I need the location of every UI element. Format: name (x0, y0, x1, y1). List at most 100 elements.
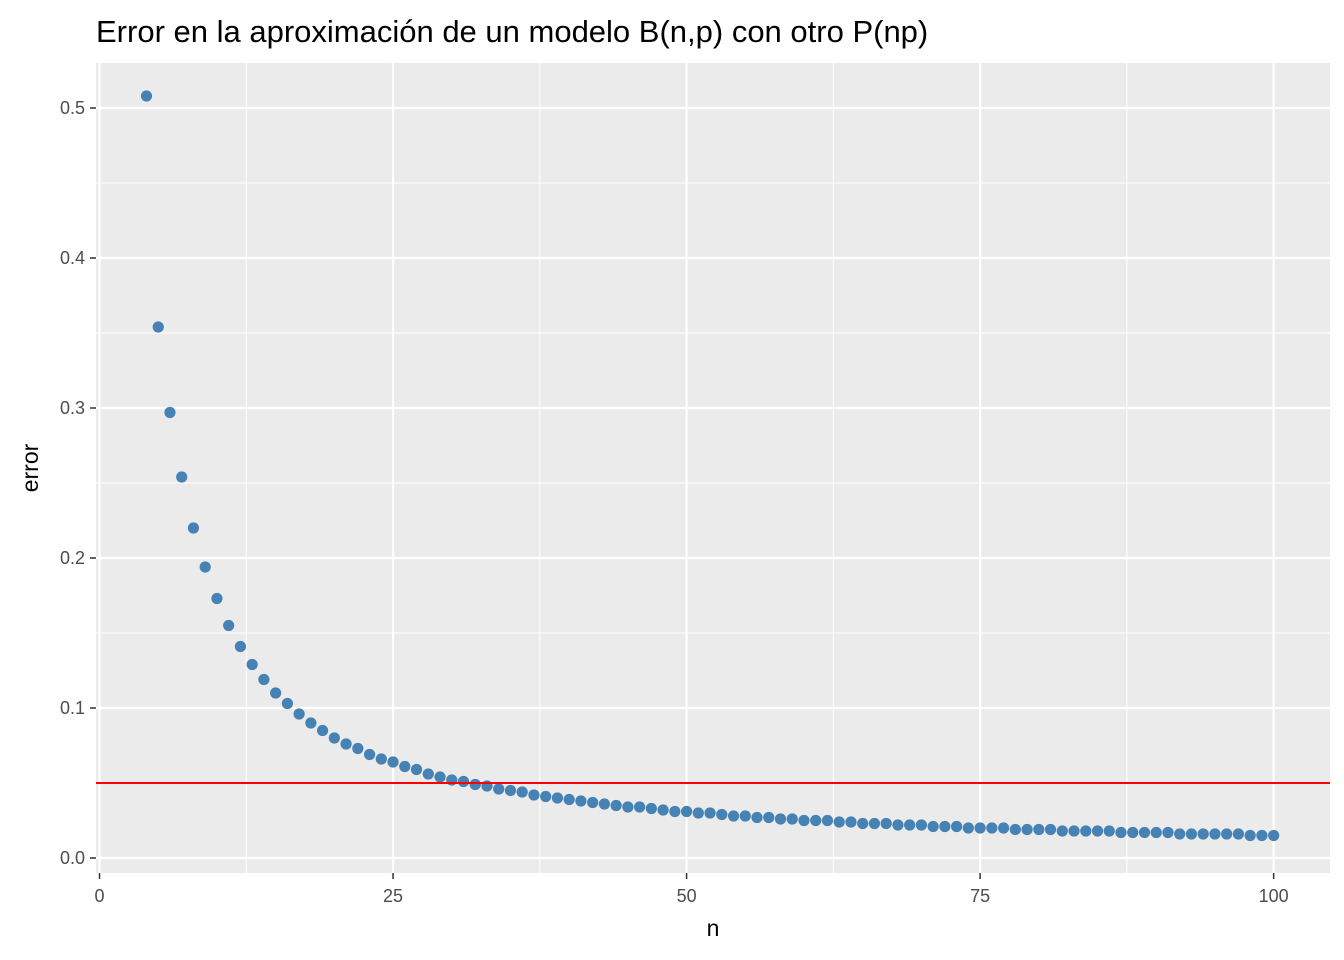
data-point (387, 756, 399, 768)
data-point (270, 687, 282, 699)
data-point (939, 820, 951, 833)
data-point (1174, 828, 1186, 840)
data-point (1232, 828, 1245, 840)
x-tick-label: 75 (970, 886, 990, 906)
data-point (187, 522, 200, 534)
data-point (622, 801, 634, 813)
data-point (1197, 828, 1209, 840)
data-point (457, 775, 470, 788)
data-point (880, 817, 892, 830)
data-point (716, 808, 728, 821)
data-point (575, 795, 587, 807)
data-point (692, 807, 704, 819)
data-point (340, 738, 352, 750)
data-point (469, 778, 481, 791)
data-point (997, 822, 1010, 834)
data-point (540, 790, 552, 803)
data-point (1162, 826, 1174, 839)
data-point (751, 811, 763, 824)
data-point (1221, 828, 1233, 840)
chart-title: Error en la aproximación de un modelo B(… (96, 14, 928, 49)
y-tick-label: 0.0 (60, 848, 85, 868)
data-point (962, 822, 974, 834)
data-point (786, 813, 798, 825)
data-point (774, 813, 787, 825)
data-point (528, 789, 540, 801)
plot-panel (96, 63, 1330, 873)
data-point (363, 748, 376, 761)
data-point (1091, 825, 1104, 837)
data-point (551, 792, 564, 804)
data-point (587, 796, 599, 809)
data-point (1103, 825, 1115, 837)
data-point (763, 811, 775, 824)
data-point (234, 640, 247, 653)
data-point (892, 819, 904, 831)
data-point (1268, 829, 1280, 842)
major-gridlines (96, 63, 1330, 873)
data-point (422, 768, 434, 780)
data-point (258, 673, 270, 686)
data-point (493, 783, 505, 795)
data-point (1033, 823, 1045, 836)
x-axis: 0 25 50 75 100 (95, 873, 1289, 906)
data-point (915, 819, 928, 831)
data-point (352, 742, 364, 755)
data-point (845, 816, 857, 828)
data-point (140, 90, 153, 102)
data-point (1009, 823, 1021, 836)
data-point (610, 799, 622, 812)
data-point (821, 814, 834, 827)
x-tick-label: 0 (95, 886, 105, 906)
data-point (434, 771, 446, 783)
data-point (516, 786, 528, 798)
data-point (152, 321, 164, 333)
data-point (986, 822, 998, 834)
data-point (634, 801, 646, 813)
data-point (305, 717, 317, 729)
data-point (399, 760, 411, 773)
data-point (657, 804, 669, 816)
data-point (598, 798, 610, 810)
data-point (1056, 825, 1068, 837)
y-tick-label: 0.3 (60, 398, 85, 418)
data-point (1127, 826, 1139, 839)
data-point (563, 793, 575, 806)
data-point (1044, 823, 1057, 836)
data-point (857, 817, 869, 830)
y-axis-title: error (17, 443, 43, 492)
data-point (211, 592, 223, 605)
data-point (223, 619, 235, 632)
data-point (704, 807, 716, 819)
data-point (739, 810, 751, 822)
data-point (927, 820, 939, 833)
x-tick-label: 25 (383, 886, 403, 906)
y-tick-label: 0.2 (60, 548, 85, 568)
x-tick-label: 100 (1259, 886, 1289, 906)
x-axis-title: n (707, 915, 720, 941)
data-point (1138, 826, 1151, 839)
data-point (410, 763, 423, 776)
y-tick-label: 0.5 (60, 98, 85, 118)
data-point (246, 658, 258, 671)
y-tick-label: 0.4 (60, 248, 85, 268)
data-point (281, 697, 293, 710)
data-point (317, 724, 329, 737)
y-tick-label: 0.1 (60, 698, 85, 718)
data-point (199, 561, 211, 573)
data-points (140, 90, 1280, 842)
data-point (1209, 828, 1221, 840)
data-point (1244, 829, 1256, 842)
data-point (1150, 826, 1162, 839)
x-tick-label: 50 (677, 886, 697, 906)
data-point (293, 708, 305, 720)
data-point (798, 814, 810, 827)
data-point (868, 817, 881, 830)
data-point (974, 822, 986, 834)
data-point (1068, 825, 1080, 837)
data-point (904, 819, 916, 831)
data-point (1021, 823, 1033, 836)
data-point (951, 820, 963, 833)
data-point (680, 805, 693, 818)
